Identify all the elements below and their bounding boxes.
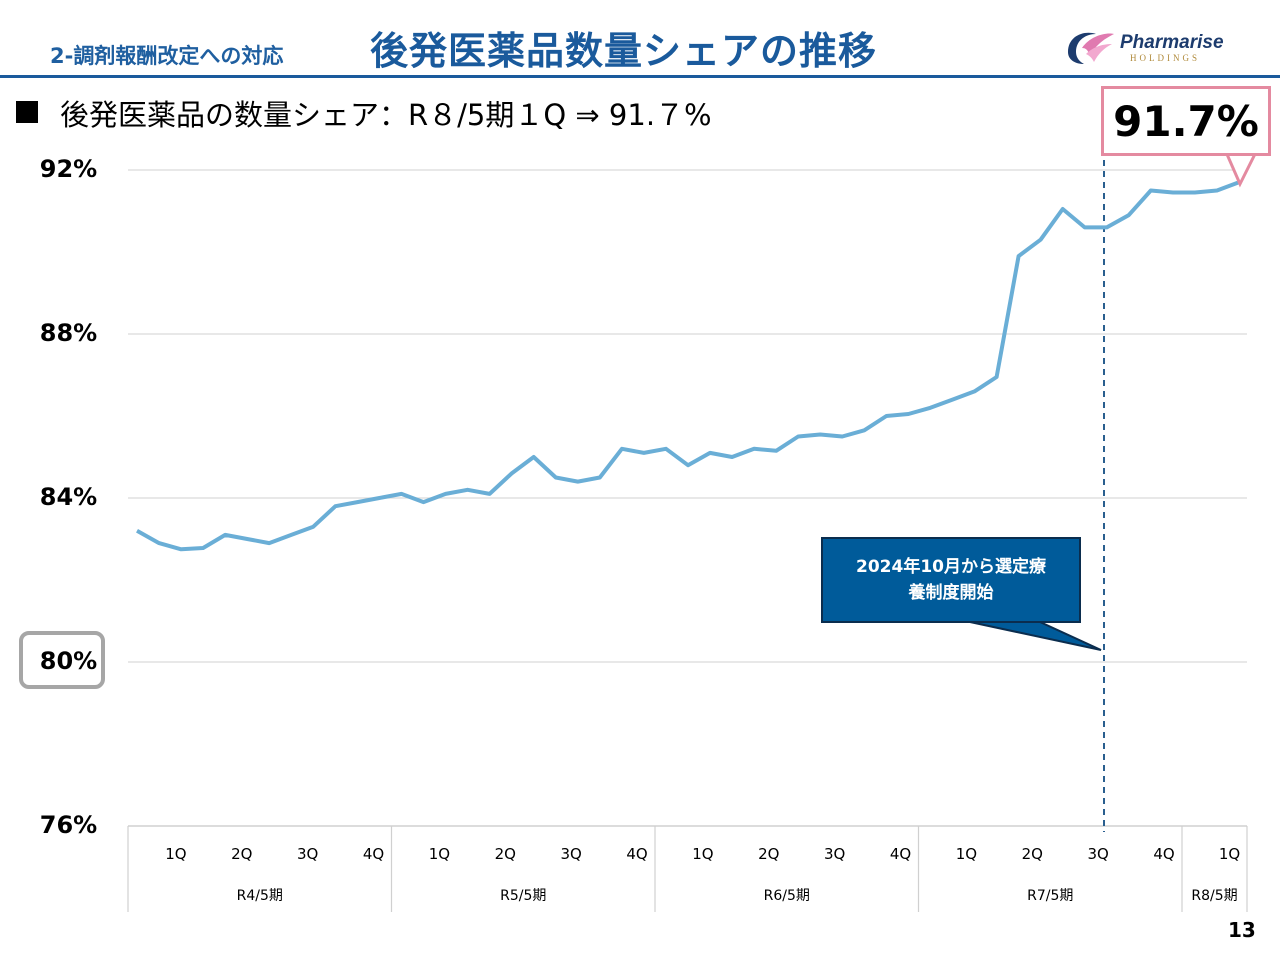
note-pointer bbox=[969, 621, 1102, 651]
x-quarter-label: 1Q bbox=[165, 845, 186, 863]
y-tick-label: 92% bbox=[39, 155, 98, 183]
section-label: 2-調剤報酬改定への対応 bbox=[50, 44, 284, 68]
subtitle-text: 後発医薬品の数量シェア：R８/5期１Q ⇒ 91.７% bbox=[60, 98, 712, 132]
x-quarter-label: 1Q bbox=[692, 845, 713, 863]
x-quarter-label: 3Q bbox=[824, 845, 845, 863]
x-period-label: R7/5期 bbox=[1027, 888, 1073, 904]
x-quarter-label: 2Q bbox=[1022, 845, 1043, 863]
x-period-label: R4/5期 bbox=[237, 888, 283, 904]
callout-pointer bbox=[1223, 150, 1259, 188]
x-quarter-label: 2Q bbox=[758, 845, 779, 863]
x-period-label: R5/5期 bbox=[500, 888, 546, 904]
y-tick-label: 76% bbox=[39, 811, 98, 839]
page-number: 13 bbox=[1228, 918, 1256, 942]
annotation-note-line2: 養制度開始 bbox=[908, 583, 994, 603]
logo-subtitle: HOLDINGS bbox=[1130, 53, 1200, 63]
x-quarter-label: 2Q bbox=[231, 845, 252, 863]
highlight-80-box bbox=[19, 631, 105, 689]
logo-name: Pharmarise bbox=[1120, 32, 1224, 53]
y-tick-label: 84% bbox=[39, 483, 98, 511]
header: 2-調剤報酬改定への対応 後発医薬品数量シェアの推移 Pharmarise HO… bbox=[0, 0, 1280, 80]
y-tick-label: 80% bbox=[39, 647, 98, 675]
x-period-label: R8/5期 bbox=[1191, 888, 1237, 904]
annotation-note: 2024年10月から選定療 養制度開始 bbox=[821, 537, 1081, 623]
x-quarter-label: 3Q bbox=[297, 845, 318, 863]
x-quarter-label: 1Q bbox=[956, 845, 977, 863]
square-bullet-icon bbox=[16, 101, 38, 123]
x-quarter-label: 1Q bbox=[429, 845, 450, 863]
x-quarter-label: 2Q bbox=[495, 845, 516, 863]
company-logo: Pharmarise HOLDINGS bbox=[1062, 26, 1232, 66]
logo-mark-icon bbox=[1068, 32, 1114, 64]
x-quarter-label: 4Q bbox=[890, 845, 911, 863]
gridlines bbox=[128, 169, 1247, 663]
header-divider bbox=[0, 75, 1280, 78]
x-quarter-label: 4Q bbox=[626, 845, 647, 863]
y-tick-label: 88% bbox=[39, 319, 98, 347]
chart-subtitle: 後発医薬品の数量シェア：R８/5期１Q ⇒ 91.７% bbox=[16, 92, 712, 134]
x-quarter-label: 4Q bbox=[1153, 845, 1174, 863]
page-title: 後発医薬品数量シェアの推移 bbox=[370, 29, 878, 73]
x-quarter-label: 3Q bbox=[561, 845, 582, 863]
x-axis-frame bbox=[127, 825, 1248, 912]
x-axis-labels: 1Q 2Q 3Q 4Q R4/5期 1Q 2Q 3Q 4Q R5/5期 1Q 2Q 3Q 4Q R6/5期 1… bbox=[165, 845, 1240, 904]
x-quarter-label: 4Q bbox=[363, 845, 384, 863]
latest-value-callout: 91.7% bbox=[1101, 86, 1271, 156]
x-quarter-label: 3Q bbox=[1088, 845, 1109, 863]
x-period-label: R6/5期 bbox=[764, 888, 810, 904]
x-quarter-label: 1Q bbox=[1219, 845, 1240, 863]
annotation-note-line1: 2024年10月から選定療 bbox=[856, 557, 1046, 577]
series-line bbox=[136, 180, 1240, 552]
